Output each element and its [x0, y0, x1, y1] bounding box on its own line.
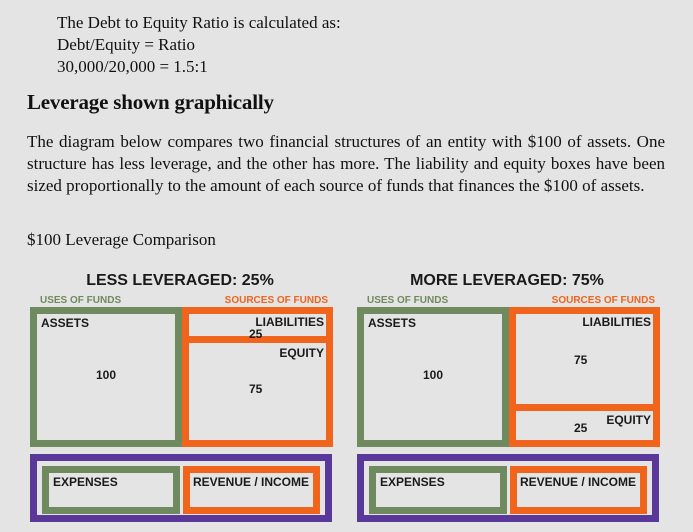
income-statement-box: EXPENSES REVENUE / INCOME — [357, 454, 659, 522]
uses-of-funds-label: USES OF FUNDS — [40, 295, 122, 306]
liabilities-label: LIABILITIES — [255, 315, 324, 329]
calc-line-3: 30,000/20,000 = 1.5:1 — [57, 57, 208, 76]
income-statement-box: EXPENSES REVENUE / INCOME — [30, 454, 332, 522]
less-leveraged-diagram: LESS LEVERAGED: 25% USES OF FUNDS SOURCE… — [30, 270, 333, 532]
expenses-box: EXPENSES — [42, 466, 180, 514]
liabilities-label: LIABILITIES — [582, 315, 651, 329]
liabilities-value: 75 — [574, 353, 588, 367]
sources-box: LIABILITIES 75 EQUITY 25 — [509, 307, 660, 447]
panel-title: LESS LEVERAGED: 25% — [86, 272, 274, 289]
more-leveraged-diagram: MORE LEVERAGED: 75% USES OF FUNDS SOURCE… — [357, 270, 660, 532]
ratio-calculation: The Debt to Equity Ratio is calculated a… — [57, 12, 341, 78]
assets-label: ASSETS — [41, 316, 90, 330]
diagram-caption: $100 Leverage Comparison — [27, 230, 216, 249]
revenue-label: REVENUE / INCOME — [193, 475, 310, 489]
equity-value: 25 — [574, 421, 588, 435]
assets-box: ASSETS 100 — [30, 307, 182, 447]
uses-of-funds-label: USES OF FUNDS — [367, 295, 449, 306]
sources-of-funds-label: SOURCES OF FUNDS — [224, 295, 328, 306]
liabilities-value: 25 — [249, 327, 263, 341]
calc-line-2: Debt/Equity = Ratio — [57, 35, 196, 54]
expenses-label: EXPENSES — [53, 475, 118, 489]
expenses-box: EXPENSES — [369, 466, 507, 514]
revenue-box: REVENUE / INCOME — [510, 466, 647, 514]
revenue-label: REVENUE / INCOME — [520, 475, 637, 489]
assets-box: ASSETS 100 — [357, 307, 509, 447]
equity-value: 75 — [249, 382, 263, 396]
description-paragraph: The diagram below compares two financial… — [27, 132, 665, 195]
revenue-box: REVENUE / INCOME — [183, 466, 320, 514]
equity-label: EQUITY — [606, 413, 651, 427]
liabilities-box: LIABILITIES 25 — [189, 314, 326, 341]
assets-label: ASSETS — [368, 316, 417, 330]
expenses-label: EXPENSES — [380, 475, 445, 489]
section-heading: Leverage shown graphically — [27, 90, 274, 114]
equity-box: EQUITY 75 — [189, 343, 326, 440]
sources-box: LIABILITIES 25 EQUITY 75 — [182, 307, 333, 447]
equity-box: EQUITY 25 — [516, 411, 653, 440]
equity-label: EQUITY — [279, 346, 324, 360]
panel-title: MORE LEVERAGED: 75% — [410, 272, 604, 289]
calc-line-1: The Debt to Equity Ratio is calculated a… — [57, 13, 341, 32]
assets-value: 100 — [423, 368, 444, 382]
liabilities-box: LIABILITIES 75 — [516, 314, 653, 404]
sources-of-funds-label: SOURCES OF FUNDS — [551, 295, 655, 306]
assets-value: 100 — [96, 368, 117, 382]
